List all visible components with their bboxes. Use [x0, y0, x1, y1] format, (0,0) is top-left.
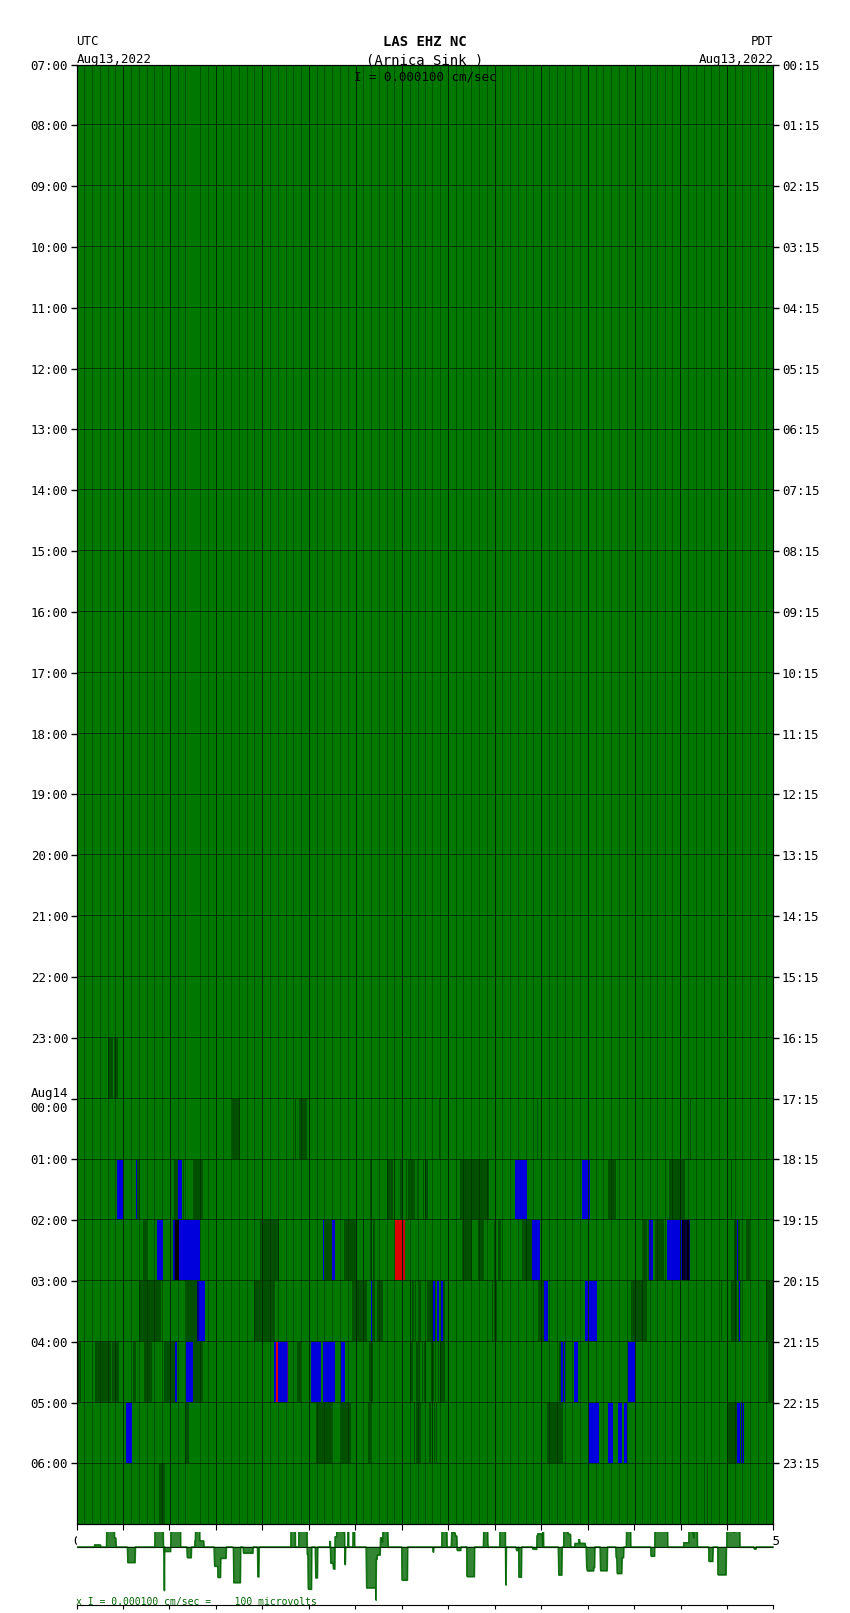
X-axis label: TIME (MINUTES): TIME (MINUTES) — [372, 1553, 478, 1566]
Text: LAS EHZ NC: LAS EHZ NC — [383, 35, 467, 50]
Text: UTC: UTC — [76, 35, 99, 48]
Text: I = 0.000100 cm/sec: I = 0.000100 cm/sec — [354, 71, 496, 84]
Text: PDT: PDT — [751, 35, 774, 48]
Text: Aug13,2022: Aug13,2022 — [76, 53, 151, 66]
Text: Aug13,2022: Aug13,2022 — [699, 53, 774, 66]
Text: (Arnica Sink ): (Arnica Sink ) — [366, 53, 484, 68]
Text: x I = 0.000100 cm/sec =    100 microvolts: x I = 0.000100 cm/sec = 100 microvolts — [76, 1597, 317, 1607]
